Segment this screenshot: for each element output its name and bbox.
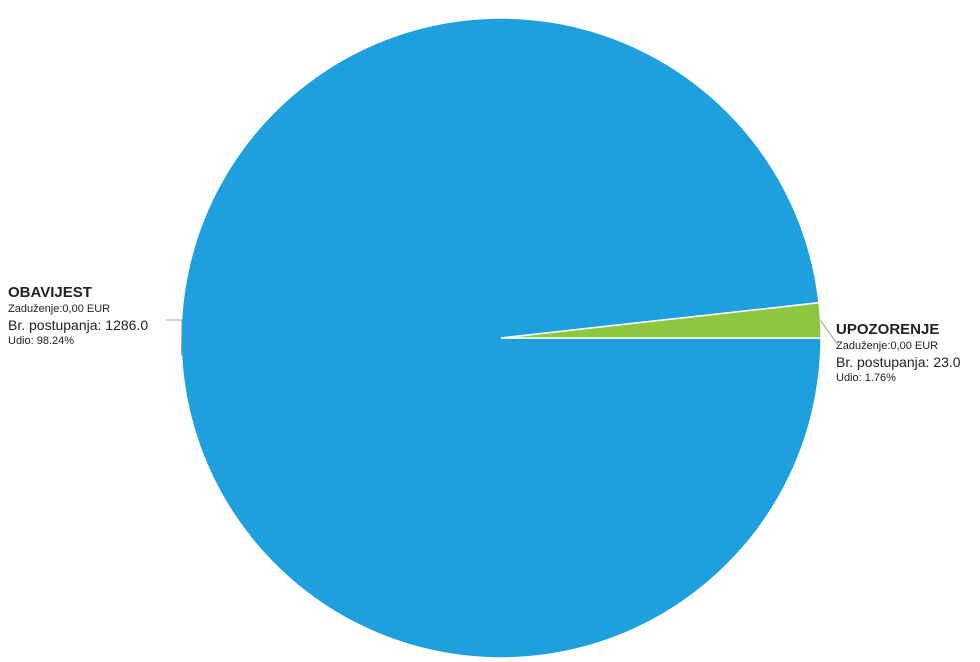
- slice-name: UPOZORENJE: [836, 321, 940, 338]
- leader-line-upozorenje: [820, 320, 839, 346]
- slice-debt: Zaduženje:0,00 EUR: [8, 303, 111, 315]
- slice-count: Br. postupanja: 1286.0: [8, 317, 149, 333]
- slice-count: Br. postupanja: 23.0: [836, 354, 961, 370]
- leader-line-obavijest: [166, 319, 183, 356]
- slice-share: Udio: 98.24%: [8, 335, 75, 347]
- slice-label-upozorenje: UPOZORENJE Zaduženje:0,00 EUR Br. postup…: [836, 320, 961, 385]
- pie-slices: [180, 17, 822, 659]
- slice-debt: Zaduženje:0,00 EUR: [836, 340, 939, 352]
- slice-name: OBAVIJEST: [8, 284, 92, 301]
- slice-share: Udio: 1.76%: [836, 372, 896, 384]
- slice-label-obavijest: OBAVIJEST Zaduženje:0,00 EUR Br. postupa…: [8, 283, 148, 348]
- leader-lines: [166, 319, 839, 356]
